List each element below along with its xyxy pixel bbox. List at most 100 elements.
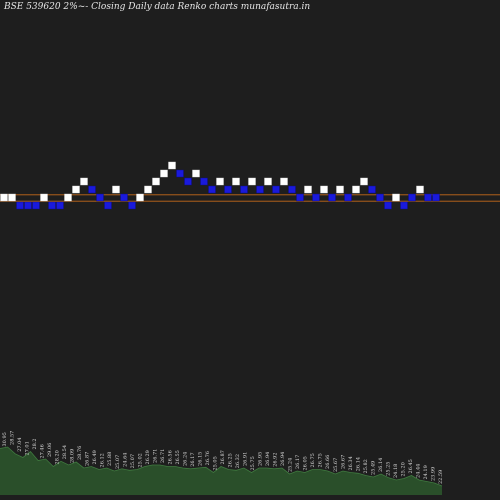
brick-35 [280, 177, 288, 186]
brick-6 [48, 201, 56, 210]
volume-label-24: 26.24 [182, 452, 188, 466]
volume-label-54: 26.45 [408, 459, 414, 473]
brick-0 [0, 193, 8, 202]
volume-label-30: 26.25 [228, 453, 234, 467]
volume-label-41: 26.75 [310, 453, 316, 467]
volume-label-5: 27.46 [40, 444, 46, 458]
brick-9 [72, 185, 80, 194]
brick-30 [240, 185, 248, 194]
brick-41 [328, 193, 336, 202]
volume-label-15: 25.07 [115, 455, 121, 469]
brick-34 [272, 185, 280, 194]
brick-25 [200, 177, 208, 186]
brick-23 [184, 177, 192, 186]
brick-21 [168, 161, 176, 170]
brick-1 [8, 193, 16, 202]
volume-label-46: 26.34 [348, 456, 354, 470]
brick-24 [192, 169, 200, 178]
brick-47 [376, 193, 384, 202]
reference-lines [0, 194, 500, 202]
volume-label-52: 24.18 [393, 464, 399, 478]
brick-31 [248, 177, 256, 186]
volume-label-56: 24.19 [423, 465, 429, 479]
brick-49 [392, 193, 400, 202]
volume-label-45: 26.67 [340, 455, 346, 469]
volume-label-49: 25.49 [370, 461, 376, 475]
volume-label-6: 29.06 [47, 443, 53, 457]
brick-42 [336, 185, 344, 194]
volume-label-1: 28.57 [10, 431, 16, 445]
volume-label-21: 26.71 [160, 449, 166, 463]
volume-label-37: 26.94 [280, 452, 286, 466]
volume-label-7: 28.20 [55, 450, 61, 464]
volume-label-22: 26.56 [167, 450, 173, 464]
volume-label-36: 26.92 [273, 452, 279, 466]
volume-label-2: 27.04 [17, 437, 23, 451]
volume-label-44: 25.67 [333, 458, 339, 472]
brick-4 [32, 201, 40, 210]
brick-12 [96, 193, 104, 202]
brick-37 [296, 193, 304, 202]
brick-44 [352, 185, 360, 194]
brick-13 [104, 201, 112, 210]
brick-53 [424, 193, 432, 202]
brick-40 [320, 185, 328, 194]
brick-29 [232, 177, 240, 186]
volume-label-17: 25.07 [130, 454, 136, 468]
brick-51 [408, 193, 416, 202]
brick-52 [416, 185, 424, 194]
volume-label-40: 26.05 [303, 456, 309, 470]
volume-label-35: 26.94 [265, 452, 271, 466]
brick-54 [432, 193, 440, 202]
volume-label-51: 25.25 [385, 461, 391, 475]
volume-label-11: 26.87 [85, 452, 91, 466]
volume-label-25: 26.17 [190, 452, 196, 466]
brick-19 [152, 177, 160, 186]
brick-20 [160, 169, 168, 178]
volume-label-12: 26.49 [92, 450, 98, 464]
volume-label-13: 26.12 [100, 453, 106, 467]
brick-17 [136, 193, 144, 202]
volume-label-26: 26.15 [197, 452, 203, 466]
volume-label-42: 26.75 [318, 453, 324, 467]
volume-label-28: 25.05 [213, 456, 219, 470]
brick-22 [176, 169, 184, 178]
brick-11 [88, 185, 96, 194]
volume-label-47: 26.14 [355, 457, 361, 471]
brick-layer [0, 161, 440, 210]
brick-27 [216, 177, 224, 186]
brick-18 [144, 185, 152, 194]
volume-label-23: 26.55 [175, 450, 181, 464]
volume-label-18: 25.02 [137, 453, 143, 467]
brick-28 [224, 185, 232, 194]
volume-label-29: 26.87 [220, 450, 226, 464]
brick-43 [344, 193, 352, 202]
volume-label-27: 26.76 [205, 451, 211, 465]
brick-8 [64, 193, 72, 202]
volume-label-10: 28.76 [77, 446, 83, 460]
volume-label-31: 26.32 [235, 454, 241, 468]
volume-label-53: 25.20 [400, 462, 406, 476]
brick-16 [128, 201, 136, 210]
volume-label-14: 25.88 [107, 452, 113, 466]
volume-label-43: 26.66 [325, 455, 331, 469]
volume-label-58: 22.59 [438, 470, 444, 484]
brick-26 [208, 185, 216, 194]
volume-fill [0, 447, 442, 495]
volume-label-0: 30.95 [2, 432, 8, 446]
brick-36 [288, 185, 296, 194]
volume-label-57: 23.99 [431, 467, 437, 481]
volume-label-48: 25.82 [363, 459, 369, 473]
volume-label-33: 25.75 [250, 456, 256, 470]
brick-10 [80, 177, 88, 186]
brick-50 [400, 201, 408, 210]
volume-label-38: 25.24 [288, 458, 294, 472]
brick-48 [384, 201, 392, 210]
brick-32 [256, 185, 264, 194]
volume-label-9: 28.09 [70, 449, 76, 463]
volume-label-4: 28.2 [32, 438, 38, 449]
volume-label-39: 26.17 [295, 455, 301, 469]
brick-5 [40, 193, 48, 202]
